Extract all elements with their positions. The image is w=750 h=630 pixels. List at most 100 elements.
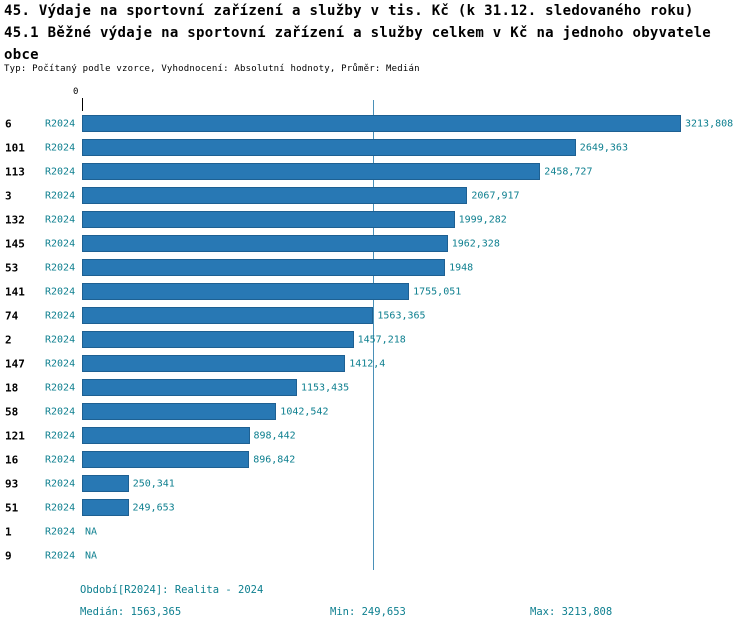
row-period-label: R2024 [45, 262, 76, 274]
row-period-label: R2024 [45, 550, 76, 562]
chart-title-line2: 45.1 Běžné výdaje na sportovní zařízení … [4, 25, 712, 41]
bar [82, 475, 129, 492]
bar-value-label: 250,341 [132, 478, 175, 490]
row-id-label: 132 [5, 213, 25, 227]
bar-value-label: 2458,727 [544, 166, 593, 178]
bar-value-label: 1755,051 [413, 286, 462, 298]
bar-value-label: 1948 [449, 262, 474, 274]
bar [82, 331, 354, 348]
bar-value-label: 1999,282 [458, 214, 507, 226]
row-id-label: 147 [5, 357, 25, 371]
bar [82, 283, 410, 300]
bar [82, 115, 681, 132]
bar-value-label: 249,653 [132, 502, 175, 514]
row-id-label: 1 [5, 525, 12, 539]
bar-value-label: 2649,363 [579, 142, 628, 154]
bar-row: 51 R2024 249,653 [0, 496, 750, 520]
row-id-label: 74 [5, 309, 19, 323]
chart-meta: Typ: Počítaný podle vzorce, Vyhodnocení:… [4, 64, 420, 74]
bar [82, 451, 250, 468]
row-period-label: R2024 [45, 526, 76, 538]
bar-value-label: 1962,328 [451, 238, 500, 250]
bar-value-label: 1042,542 [280, 406, 329, 418]
row-period-label: R2024 [45, 454, 76, 466]
row-id-label: 9 [5, 549, 12, 563]
bar [82, 163, 541, 180]
bar-row: 1 R2024 NA [0, 520, 750, 544]
row-period-label: R2024 [45, 478, 76, 490]
bar-value-label: 1457,218 [357, 334, 406, 346]
bar-row: 93 R2024 250,341 [0, 472, 750, 496]
bar [82, 355, 346, 372]
bar-row: 147 R2024 1412,4 [0, 352, 750, 376]
bar [82, 211, 455, 228]
bar-row: 101 R2024 2649,363 [0, 136, 750, 160]
bar [82, 379, 297, 396]
row-period-label: R2024 [45, 358, 76, 370]
bar-value-label: NA [85, 550, 98, 562]
bar-row: 74 R2024 1563,365 [0, 304, 750, 328]
row-id-label: 2 [5, 333, 12, 347]
row-id-label: 113 [5, 165, 25, 179]
row-period-label: R2024 [45, 238, 76, 250]
row-period-label: R2024 [45, 430, 76, 442]
row-period-label: R2024 [45, 310, 76, 322]
bar-row: 58 R2024 1042,542 [0, 400, 750, 424]
bar [82, 187, 468, 204]
bar [82, 259, 446, 276]
bar-row: 113 R2024 2458,727 [0, 160, 750, 184]
row-period-label: R2024 [45, 190, 76, 202]
footer-period: Období[R2024]: Realita - 2024 [80, 584, 264, 596]
bar-value-label: 1153,435 [301, 382, 350, 394]
row-period-label: R2024 [45, 334, 76, 346]
bar [82, 235, 448, 252]
footer-min: Min: 249,653 [330, 606, 406, 618]
row-period-label: R2024 [45, 214, 76, 226]
row-id-label: 53 [5, 261, 19, 275]
bar-row: 18 R2024 1153,435 [0, 376, 750, 400]
row-id-label: 16 [5, 453, 19, 467]
row-id-label: 93 [5, 477, 19, 491]
row-period-label: R2024 [45, 382, 76, 394]
bar-row: 2 R2024 1457,218 [0, 328, 750, 352]
bar [82, 307, 374, 324]
bar-row: 6 R2024 3213,808 [0, 112, 750, 136]
chart-title-line3: obce [4, 47, 39, 63]
bar-row: 9 R2024 NA [0, 544, 750, 568]
row-period-label: R2024 [45, 406, 76, 418]
median-line [373, 100, 375, 570]
footer-max: Max: 3213,808 [530, 606, 613, 618]
row-id-label: 18 [5, 381, 19, 395]
bar-value-label: 1563,365 [377, 310, 426, 322]
bar-row: 132 R2024 1999,282 [0, 208, 750, 232]
bar-value-label: 898,442 [253, 430, 296, 442]
bar-value-label: 1412,4 [349, 358, 386, 370]
bar-rows: 6 R2024 3213,808 101 R2024 2649,363 113 R2024 24… [0, 112, 750, 568]
row-period-label: R2024 [45, 286, 76, 298]
bar-value-label: 896,842 [253, 454, 296, 466]
row-period-label: R2024 [45, 502, 76, 514]
row-id-label: 101 [5, 141, 25, 155]
x-axis-tick [82, 98, 83, 111]
row-period-label: R2024 [45, 142, 76, 154]
bar-value-label: 2067,917 [471, 190, 520, 202]
bar-row: 121 R2024 898,442 [0, 424, 750, 448]
bar-row: 145 R2024 1962,328 [0, 232, 750, 256]
chart-title-line1: 45. Výdaje na sportovní zařízení a služb… [4, 3, 694, 19]
x-axis-zero-label: 0 [73, 87, 79, 97]
row-period-label: R2024 [45, 118, 76, 130]
bar-row: 141 R2024 1755,051 [0, 280, 750, 304]
row-id-label: 58 [5, 405, 19, 419]
bar-row: 16 R2024 896,842 [0, 448, 750, 472]
row-id-label: 145 [5, 237, 25, 251]
row-period-label: R2024 [45, 166, 76, 178]
row-id-label: 121 [5, 429, 25, 443]
footer-median: Medián: 1563,365 [80, 606, 182, 618]
bar-value-label: 3213,808 [685, 118, 734, 130]
bar [82, 499, 129, 516]
row-id-label: 3 [5, 189, 12, 203]
bar [82, 139, 576, 156]
bar-row: 53 R2024 1948 [0, 256, 750, 280]
bar [82, 427, 250, 444]
